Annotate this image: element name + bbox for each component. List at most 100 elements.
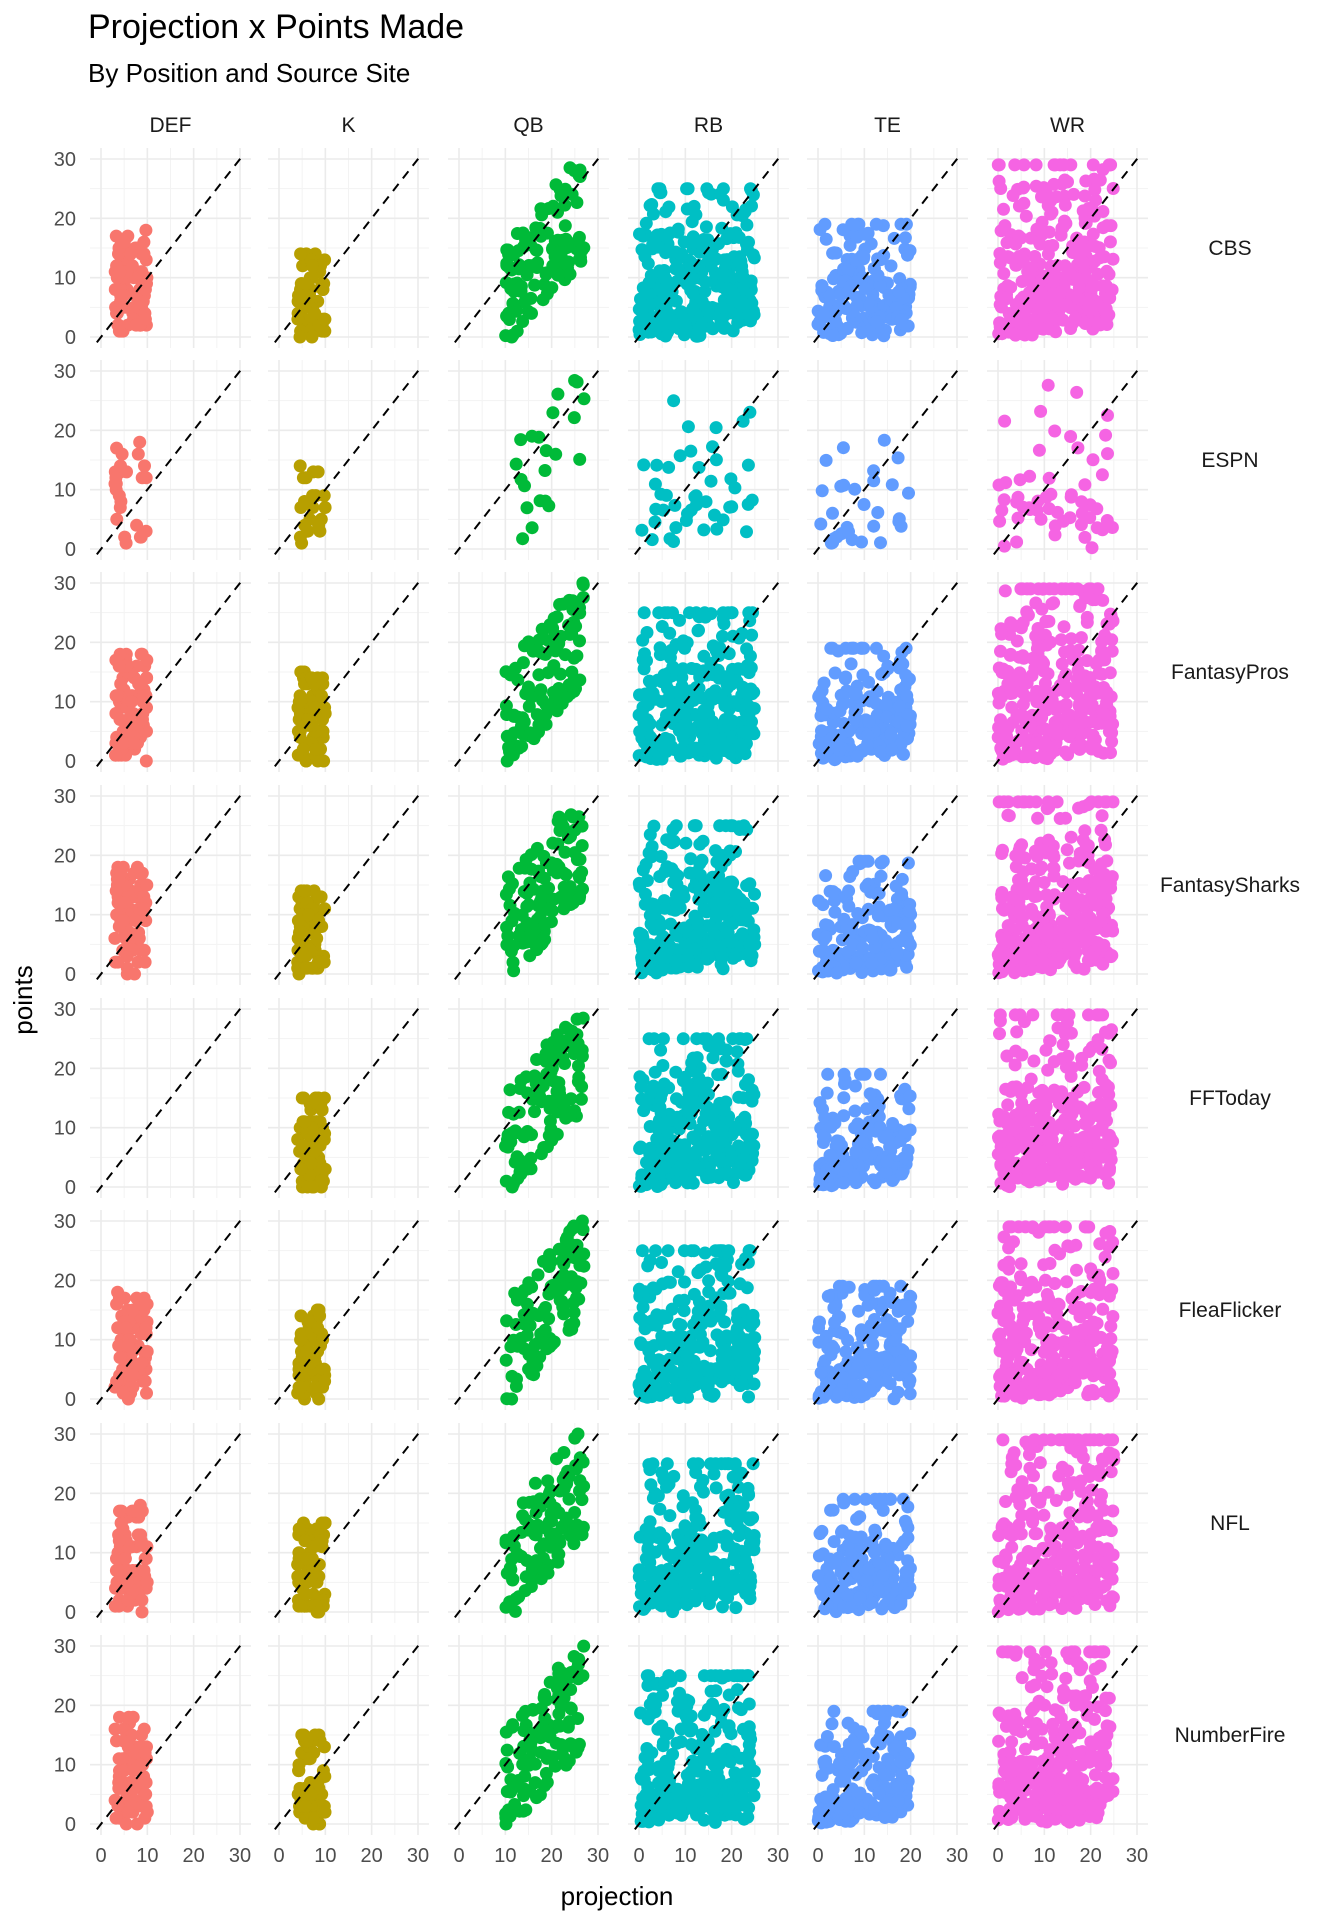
data-point [1008,158,1021,171]
data-point [633,725,646,738]
data-point [891,948,904,961]
data-point [851,750,864,763]
data-point [827,329,840,342]
data-point [514,1082,527,1095]
data-point [530,243,543,256]
data-point [726,606,739,619]
data-point [995,504,1008,517]
data-point [684,852,697,865]
data-point [1040,615,1053,628]
data-point [1087,1101,1100,1114]
data-point [832,645,845,658]
data-point [118,531,131,544]
data-point [722,926,735,939]
data-point [568,677,581,690]
data-point [718,322,731,335]
data-point [576,839,589,852]
data-point [640,1156,653,1169]
data-point [664,227,677,240]
data-point [636,928,649,941]
data-point [294,501,307,514]
data-point [878,434,891,447]
data-point [318,902,331,915]
data-point [1088,279,1101,292]
data-point [652,606,665,619]
data-point [132,448,145,461]
data-point [826,507,839,520]
data-point [1018,674,1031,687]
data-point [1085,951,1098,964]
data-point [1031,812,1044,825]
data-point [872,269,885,282]
data-point [1075,518,1088,531]
data-point [140,879,153,892]
data-point [656,620,669,633]
data-point [665,836,678,849]
data-point [1096,809,1109,822]
data-point [870,315,883,328]
data-point [538,933,551,946]
data-point [746,1084,759,1097]
data-point [895,313,908,326]
data-point [126,944,139,957]
data-point [1047,596,1060,609]
data-point [856,942,869,955]
data-point [1106,521,1119,534]
data-point [507,1177,520,1190]
data-point [1029,845,1042,858]
data-point [740,238,753,251]
data-point [1023,746,1036,759]
data-point [849,957,862,970]
panel-fantasypros-te [807,572,968,772]
data-point [651,1122,664,1135]
data-point [565,666,578,679]
data-point [546,1048,559,1061]
data-point [527,645,540,658]
data-point [573,169,586,182]
data-point [503,313,516,326]
data-point [120,1321,133,1334]
data-point [1089,922,1102,935]
data-point [874,746,887,759]
data-point [718,1104,731,1117]
data-point [140,1387,153,1400]
data-point [893,512,906,525]
data-point [1027,1055,1040,1068]
data-point [1009,329,1022,342]
data-point [705,1110,718,1123]
data-point [688,490,701,503]
data-point [507,956,520,969]
data-point [1088,255,1101,268]
data-point [111,956,124,969]
data-point [740,642,753,655]
data-point [1052,1021,1065,1034]
data-point [1107,795,1120,808]
data-point [656,964,669,977]
data-point [549,629,562,642]
data-point [502,870,515,883]
data-point [710,523,723,536]
data-point [1011,709,1024,722]
data-point [904,1090,917,1103]
data-point [837,1176,850,1189]
data-point [1060,299,1073,312]
data-point [502,1141,515,1154]
data-point [298,884,311,897]
data-point [635,524,648,537]
data-point [1071,582,1084,595]
data-point [667,394,680,407]
data-point [568,374,581,387]
data-point [813,945,826,958]
data-point [668,866,681,879]
data-point [815,279,828,292]
data-point [510,1126,523,1139]
data-point [855,536,868,549]
panel-cbs-qb [448,148,609,348]
data-point [499,329,512,342]
data-point [678,642,691,655]
data-point [993,1027,1006,1040]
data-point [544,1115,557,1128]
data-point [134,1357,147,1370]
data-point [995,628,1008,641]
data-point [517,227,530,240]
